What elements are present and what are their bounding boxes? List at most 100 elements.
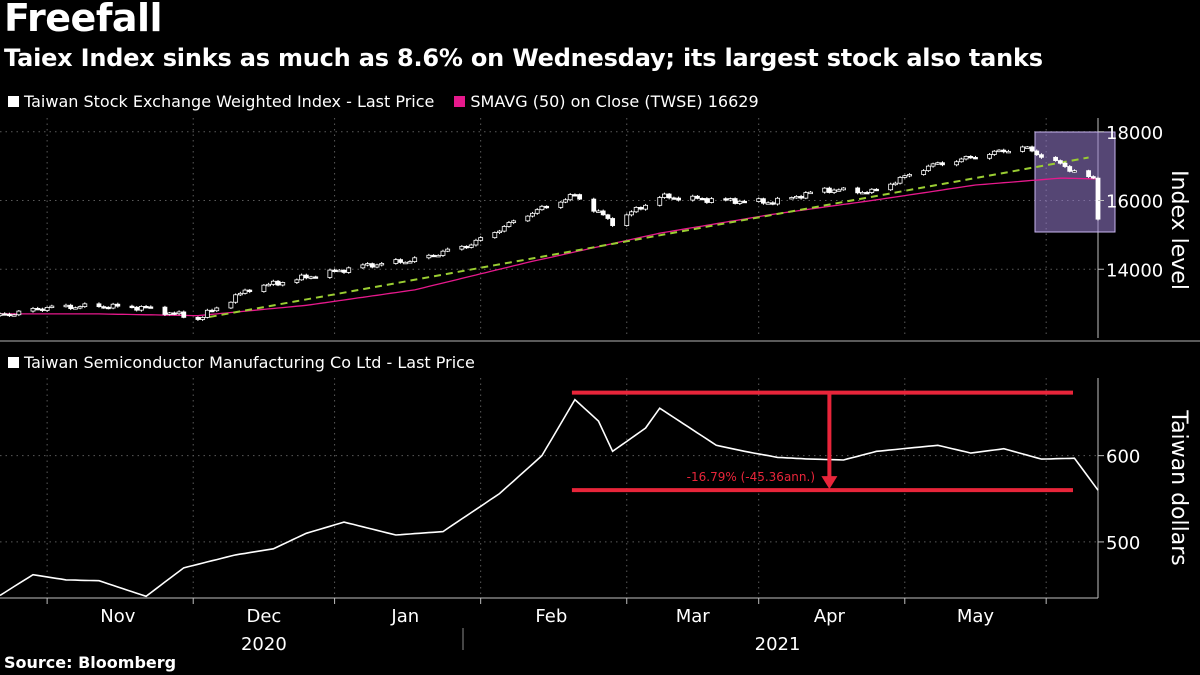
candle-body <box>346 267 352 273</box>
candle-body <box>925 165 931 172</box>
candle-body <box>803 192 809 199</box>
candle-body <box>379 263 385 266</box>
taiex-legend: Taiwan Stock Exchange Weighted Index - L… <box>8 92 759 111</box>
candle-body <box>1053 156 1058 161</box>
candle-body <box>374 264 380 268</box>
candle-body <box>195 316 201 320</box>
candle-body <box>233 294 239 303</box>
candle-body <box>242 289 248 294</box>
candle-body <box>958 158 964 163</box>
candle-body <box>869 188 875 193</box>
candle-body <box>167 312 173 315</box>
candle-body <box>497 230 502 234</box>
candle-body <box>148 306 154 309</box>
upper-y-axis-title: Index level <box>1166 170 1191 290</box>
x-month-label: Apr <box>814 606 846 627</box>
x-year-label: 2020 <box>241 634 287 655</box>
candle-body <box>303 274 309 279</box>
candle-body <box>1034 150 1040 156</box>
candle-body <box>11 314 17 317</box>
candle-body <box>775 197 780 205</box>
upper-y-tick-label: 18000 <box>1106 123 1163 144</box>
x-month-label: Jan <box>390 606 419 627</box>
candle-body <box>44 307 50 311</box>
drawdown-annotation-label: -16.79% (-45.36ann.) <box>687 470 815 484</box>
candle-body <box>940 162 945 166</box>
candle-body <box>610 218 616 226</box>
candle-body <box>859 192 865 195</box>
candle-body <box>921 170 927 175</box>
candle-body <box>841 187 846 191</box>
candle-body <box>492 232 498 239</box>
candle-body <box>695 195 700 199</box>
candle-body <box>534 209 540 214</box>
candle-body <box>360 264 366 269</box>
candle-body <box>369 263 375 268</box>
candle-body <box>892 182 898 186</box>
tsmc-legend: Taiwan Semiconductor Manufacturing Co Lt… <box>8 353 475 372</box>
candle-body <box>643 204 649 210</box>
candle-body <box>836 189 842 192</box>
x-month-label: May <box>957 606 995 627</box>
source-note: Source: Bloomberg <box>4 653 177 672</box>
candle-body <box>40 308 45 311</box>
candle-body <box>671 197 677 200</box>
candle-body <box>134 306 140 311</box>
candle-body <box>171 312 177 315</box>
candle-body <box>864 192 870 195</box>
candle-body <box>209 309 215 313</box>
candle-body <box>511 220 517 223</box>
candle-body <box>798 196 804 199</box>
candle-body <box>676 197 681 201</box>
candle-body <box>1095 177 1101 220</box>
candle-body <box>826 187 832 193</box>
chart-headline: Freefall <box>4 0 163 40</box>
tsmc-price-line <box>0 398 1099 598</box>
tsmc-legend-label: Taiwan Semiconductor Manufacturing Co Lt… <box>24 353 475 372</box>
candle-body <box>633 207 639 213</box>
candle-body <box>605 214 611 219</box>
candle-body <box>629 211 634 216</box>
candle-body <box>478 237 484 241</box>
candle-body <box>897 176 903 184</box>
candle-body <box>464 245 469 249</box>
candle-body <box>181 311 187 318</box>
candle-body <box>501 226 507 232</box>
candle-body <box>1067 166 1073 172</box>
candle-body <box>138 306 144 311</box>
candle-body <box>954 161 960 166</box>
candle-body <box>16 310 22 316</box>
lower-y-tick-label: 500 <box>1106 533 1140 554</box>
candle-body <box>440 250 446 256</box>
candle-body <box>666 193 672 199</box>
candle-body <box>431 254 436 258</box>
candle-body <box>765 202 771 205</box>
candle-body <box>445 248 451 252</box>
candle-body <box>907 174 912 177</box>
candle-body <box>129 305 135 309</box>
candle-body <box>699 197 705 201</box>
candle-body <box>459 245 465 250</box>
sma-legend-label: SMAVG (50) on Close (TWSE) 16629 <box>470 92 759 111</box>
candle-body <box>935 162 941 165</box>
candle-body <box>544 205 550 209</box>
candle-body <box>690 195 696 201</box>
candle-body <box>0 313 3 317</box>
candle-body <box>365 263 370 266</box>
candle-body <box>214 307 220 312</box>
candle-body <box>996 149 1002 153</box>
candle-body <box>657 197 663 206</box>
candle-body <box>105 306 111 310</box>
candle-body <box>237 292 243 296</box>
candle-body <box>1062 162 1068 167</box>
chart-subtitle: Taiex Index sinks as much as 8.6% on Wed… <box>4 44 1043 72</box>
candle-body <box>638 207 644 210</box>
candle-body <box>761 198 766 204</box>
candle-body <box>63 304 69 308</box>
candle-body <box>600 210 606 216</box>
candle-body <box>756 198 762 202</box>
candle-body <box>577 194 583 200</box>
candle-body <box>902 175 908 178</box>
candle-body <box>247 289 253 292</box>
sma-legend-swatch <box>454 96 466 107</box>
